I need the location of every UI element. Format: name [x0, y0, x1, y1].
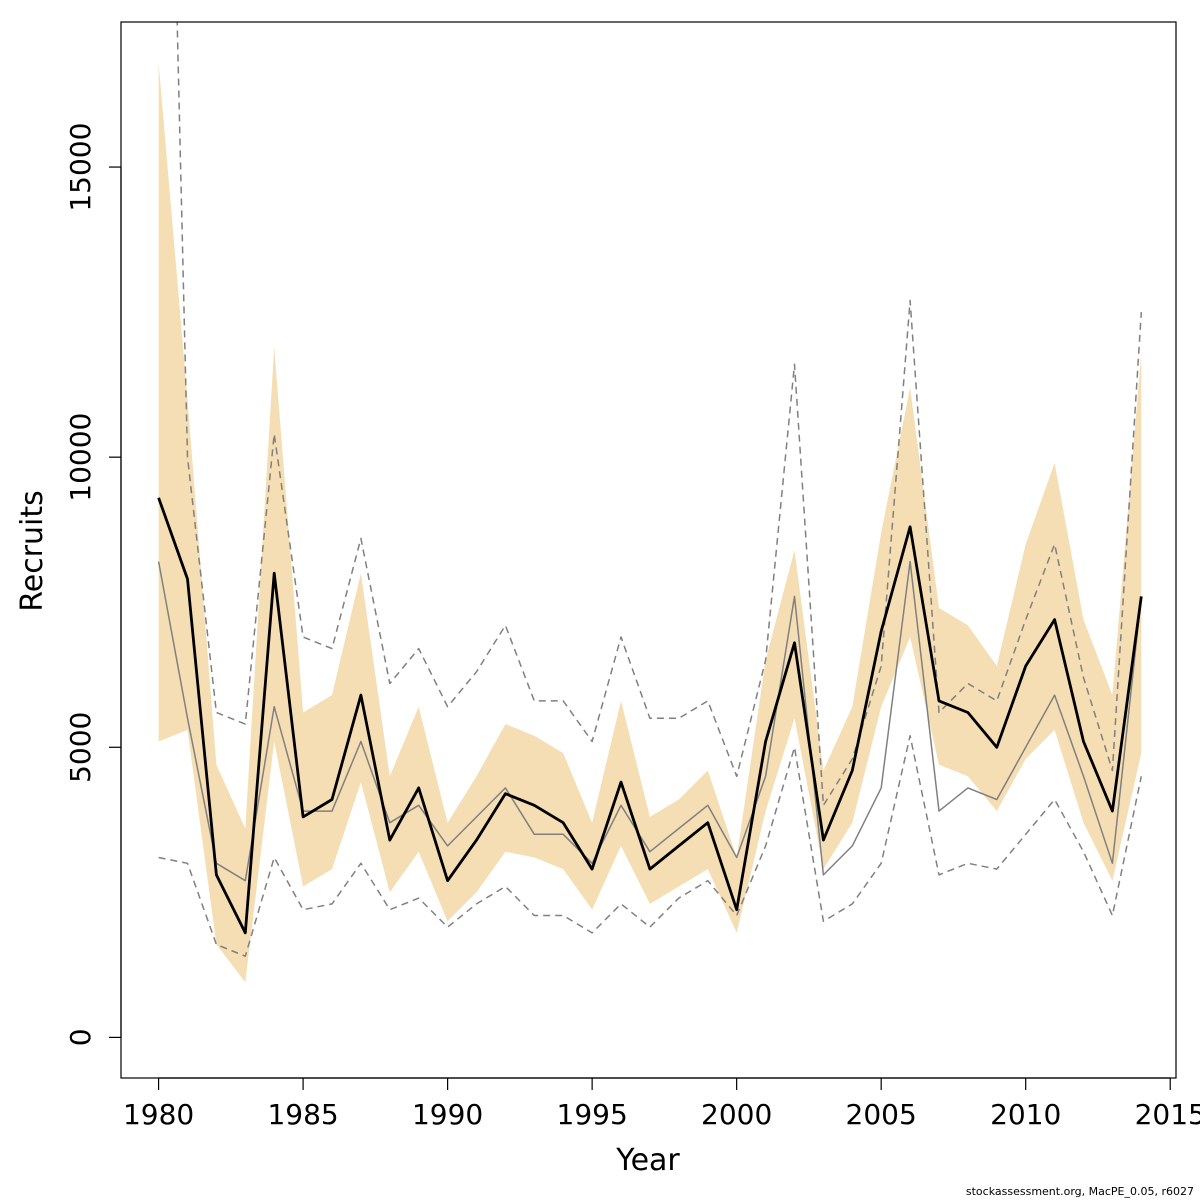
series-line-3	[176, 22, 1143, 807]
y-axis: 0 5000 10000 15000	[64, 123, 122, 1046]
y-axis-title: Recruits	[15, 490, 50, 612]
x-tick-label: 1995	[557, 1098, 628, 1131]
y-tick-label: 0	[64, 1028, 97, 1046]
x-axis-title: Year	[615, 1143, 680, 1178]
y-tick-label: 15000	[64, 123, 97, 212]
x-axis: 1980 1985 1990 1995 2000 2005 2010 2015	[123, 1077, 1200, 1131]
x-tick-label: 1985	[267, 1098, 338, 1131]
series-line-2	[158, 734, 1143, 957]
footer-credit: stockassessment.org, MacPE_0.05, r6027	[965, 1185, 1194, 1198]
x-tick-label: 1990	[412, 1098, 483, 1131]
confidence-band	[158, 62, 1142, 983]
x-tick-label: 2000	[701, 1098, 772, 1131]
y-tick-label: 10000	[64, 413, 97, 502]
series-line-0	[157, 497, 1143, 935]
x-tick-label: 2005	[846, 1098, 917, 1131]
y-tick-label: 5000	[64, 712, 97, 783]
x-tick-label: 2015	[1135, 1098, 1200, 1131]
series-line-1	[157, 560, 1143, 882]
x-tick-label: 1980	[123, 1098, 194, 1131]
x-tick-label: 2010	[990, 1098, 1061, 1131]
